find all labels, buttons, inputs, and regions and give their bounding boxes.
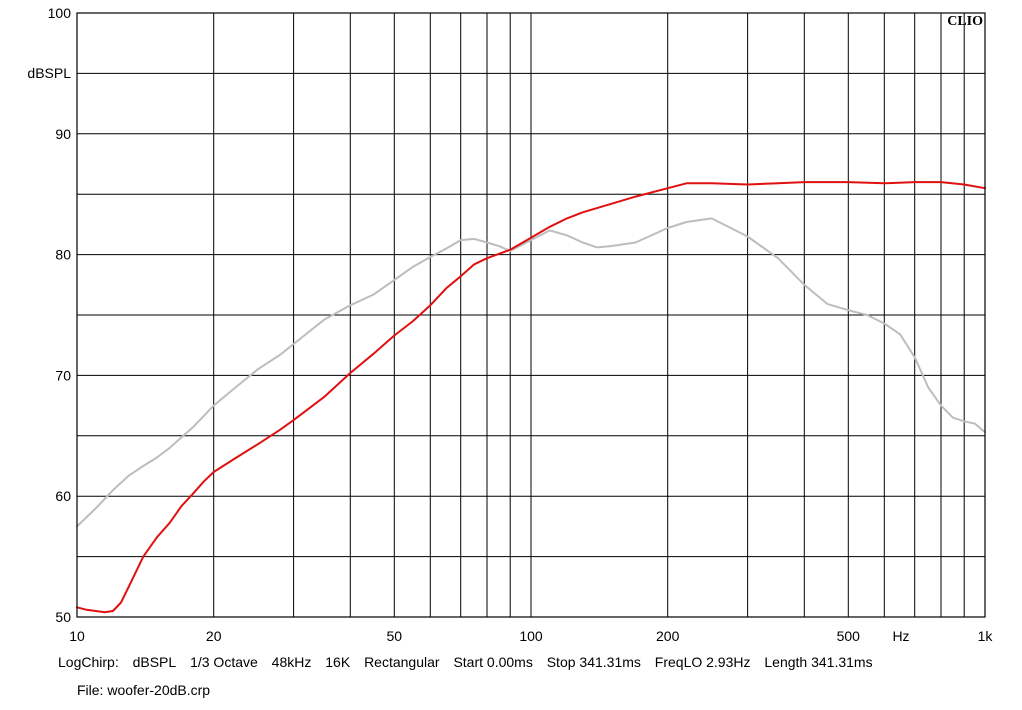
- series-line-grey: [76, 217, 986, 528]
- info-item-freqlo: FreqLO 2.93Hz: [654, 654, 751, 670]
- info-item-mode: LogChirp:: [58, 654, 119, 670]
- y-axis-label: dBSPL: [27, 65, 71, 81]
- y-tick-label: 50: [55, 609, 71, 625]
- plot-area-frame: [76, 12, 986, 618]
- file-info: File: woofer-20dB.crp: [77, 682, 210, 698]
- file-name: woofer-20dB.crp: [107, 682, 211, 698]
- info-item-smoothing: 1/3 Octave: [190, 654, 258, 670]
- x-tick-label: 10: [69, 628, 85, 644]
- y-tick-label: 90: [55, 126, 71, 142]
- y-tick-label: 80: [55, 247, 71, 263]
- y-tick-label: 100: [48, 5, 72, 21]
- y-tick-labels: 100 90 80 70 60 50: [48, 5, 72, 625]
- info-item-window: Rectangular: [364, 654, 440, 670]
- y-tick-label: 70: [55, 367, 71, 383]
- x-tick-label: 200: [656, 628, 680, 644]
- info-item-stop: Stop 341.31ms: [546, 654, 641, 670]
- info-item-length: Length 341.31ms: [764, 654, 873, 670]
- measurement-settings: LogChirp: dBSPL 1/3 Octave 48kHz 16K Rec…: [58, 654, 883, 670]
- x-tick-label: 20: [206, 628, 222, 644]
- x-tick-label: 100: [519, 628, 543, 644]
- info-item-unit: dBSPL: [132, 654, 177, 670]
- clio-brand-logo: CLIO: [947, 14, 983, 29]
- series-layer: [76, 181, 986, 614]
- info-item-start: Start 0.00ms: [453, 654, 533, 670]
- series-line-red: [76, 181, 986, 614]
- y-tick-label: 60: [55, 488, 71, 504]
- x-tick-label: 1k: [978, 628, 994, 644]
- file-label: File:: [77, 682, 104, 698]
- x-tick-label: 500: [837, 628, 861, 644]
- grid: [76, 12, 986, 618]
- x-axis-unit-label: Hz: [892, 628, 909, 644]
- info-item-size: 16K: [325, 654, 351, 670]
- x-tick-label: 50: [387, 628, 403, 644]
- x-tick-labels: 10 20 50 100 200 500 1k: [69, 628, 993, 644]
- frequency-response-chart: 100 90 80 70 60 50 10 20 50 100 200 500 1k dBSPL Hz…: [27, 5, 993, 644]
- info-item-samplerate: 48kHz: [271, 654, 312, 670]
